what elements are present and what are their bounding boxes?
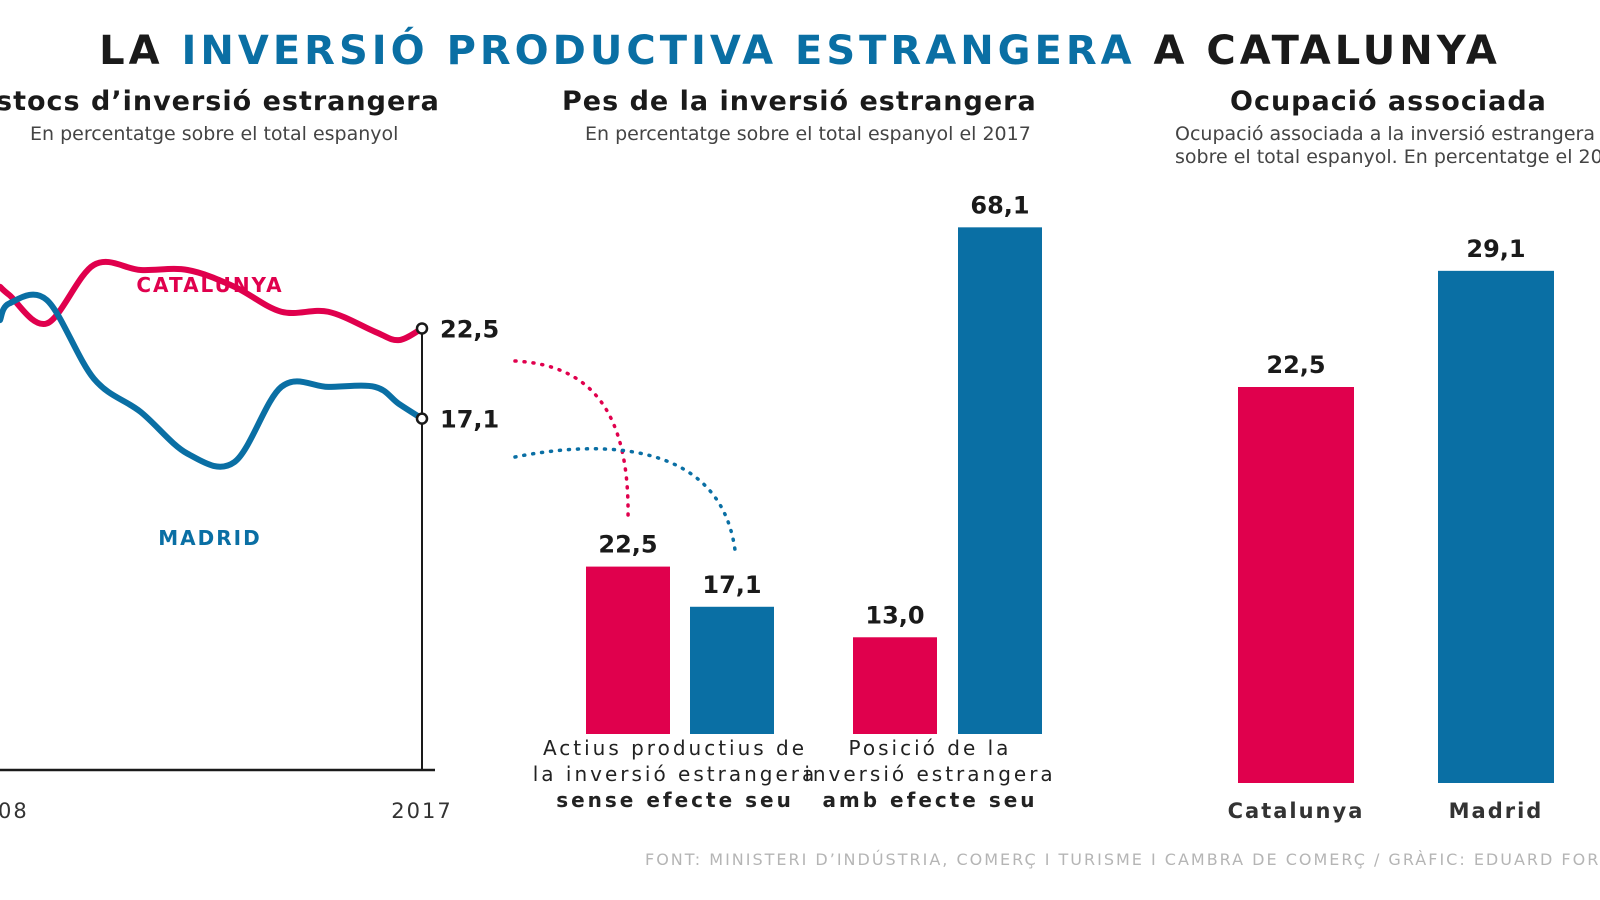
group1-label-line2: la inversió estrangera — [532, 762, 818, 786]
bar-pes-label-2-catalunya: 13,0 — [865, 601, 924, 629]
connector-madrid — [513, 447, 737, 552]
stocks-title: stocs d’inversió estrangera — [0, 86, 440, 117]
ocupacio-subtitle-line2: sobre el total espanyol. En percentatge … — [1175, 146, 1600, 168]
title-part1: LA — [99, 28, 182, 74]
main-title: LA INVERSIÓ PRODUCTIVA ESTRANGERA A CATA… — [0, 28, 1600, 74]
ocupacio-subtitle-line1: Ocupació associada a la inversió estrang… — [1175, 123, 1596, 145]
bar-pes-1-catalunya — [586, 566, 670, 734]
end-label-madrid: 17,1 — [440, 406, 499, 434]
category-label-catalunya: Catalunya — [1228, 799, 1365, 823]
stocks-subtitle: En percentatge sobre el total espanyol — [30, 123, 399, 145]
bar-ocupacio-madrid — [1438, 270, 1554, 784]
pes-title: Pes de la inversió estrangera — [562, 86, 1037, 117]
bar-pes-2-madrid — [958, 227, 1042, 734]
bar-pes-label-2-madrid: 68,1 — [970, 191, 1029, 219]
connector-catalunya — [513, 359, 630, 522]
bar-pes-1-madrid — [690, 606, 774, 734]
group1-label-line3: sense efecte seu — [556, 788, 794, 812]
pes-subtitle: En percentatge sobre el total espanyol e… — [585, 123, 1031, 145]
ocupacio-subtitle: Ocupació associada a la inversió estrang… — [1175, 123, 1600, 169]
series-label-madrid: MADRID — [158, 526, 261, 550]
source-note: FONT: MINISTERI D’INDÚSTRIA, COMERÇ I TU… — [645, 850, 1600, 869]
bar-pes-label-1-madrid: 17,1 — [702, 571, 761, 599]
group2-label-line1: Posició de la — [848, 736, 1012, 760]
group2-label: Posició de la inversió estrangera amb ef… — [790, 735, 1070, 813]
ocupacio-title: Ocupació associada — [1230, 86, 1547, 117]
x-tick-end: 2017 — [391, 799, 452, 823]
end-point-catalunya — [415, 322, 429, 335]
end-point-madrid — [415, 412, 429, 425]
bar-pes-label-1-catalunya: 22,5 — [598, 531, 657, 559]
x-tick-start: 08 — [0, 799, 29, 823]
category-label-madrid: Madrid — [1449, 799, 1544, 823]
bar-pes-2-catalunya — [853, 637, 937, 734]
group2-label-line3: amb efecte seu — [822, 788, 1038, 812]
group1-label-line1: Actius productius de — [542, 736, 808, 760]
series-label-catalunya: CATALUNYA — [136, 273, 283, 297]
end-label-catalunya: 22,5 — [440, 315, 499, 343]
group2-label-line2: inversió estrangera — [804, 762, 1056, 786]
bar-ocupacio-label-madrid: 29,1 — [1466, 235, 1525, 263]
bar-ocupacio-catalunya — [1238, 387, 1354, 783]
line-series-catalunya — [0, 258, 425, 344]
title-highlight: INVERSIÓ PRODUCTIVA ESTRANGERA — [181, 28, 1136, 74]
title-part2: A CATALUNYA — [1135, 28, 1501, 74]
group1-label: Actius productius de la inversió estrang… — [525, 735, 825, 813]
line-series-madrid — [0, 291, 425, 470]
bar-ocupacio-label-catalunya: 22,5 — [1266, 351, 1325, 379]
